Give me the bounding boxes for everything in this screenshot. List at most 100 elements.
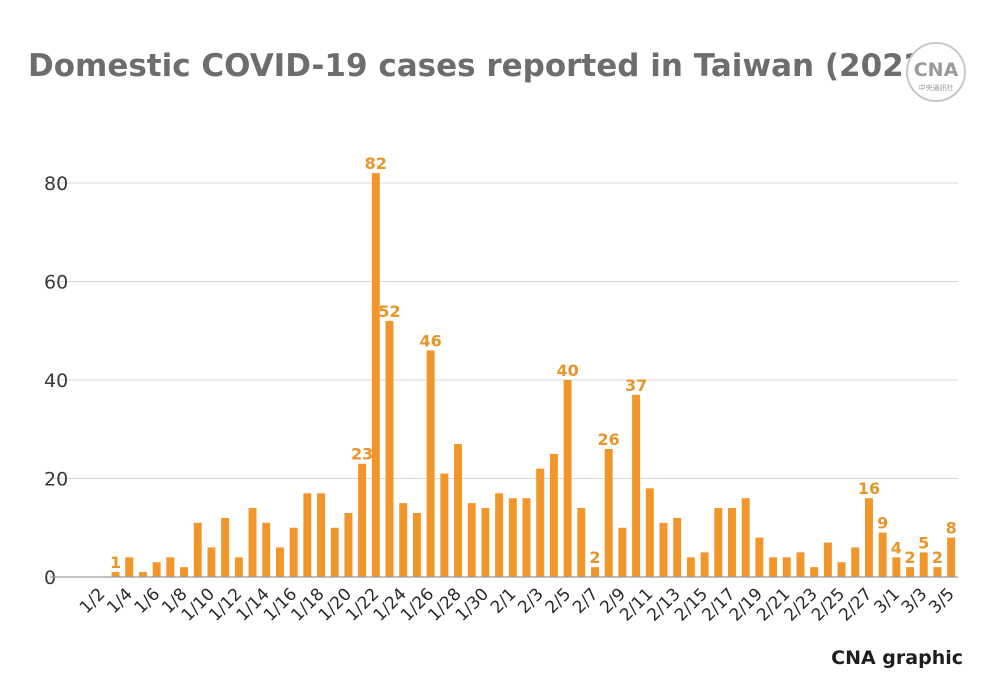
cna-logo-subtitle: 中央通訊社 xyxy=(919,83,954,92)
cna-logo-ring xyxy=(906,42,966,102)
bar-1-18 xyxy=(317,493,325,577)
bar-2-15 xyxy=(700,552,709,577)
bar-1-27 xyxy=(440,473,449,577)
bar-2-14 xyxy=(686,557,695,577)
data-label-3-4: 2 xyxy=(932,548,943,567)
bar-1-9 xyxy=(193,522,202,577)
bar-1-23 xyxy=(385,320,394,577)
x-axis-ticks: 1/21/41/61/81/101/121/141/161/181/201/22… xyxy=(50,576,959,626)
bar-2-22 xyxy=(796,552,805,577)
bar-2-17 xyxy=(728,508,736,577)
bar-1-17 xyxy=(303,493,312,577)
bar-1-20 xyxy=(344,512,353,577)
data-label-3-5: 8 xyxy=(946,519,957,538)
gridlines xyxy=(50,182,958,479)
bars xyxy=(111,173,956,577)
bar-2-6 xyxy=(577,508,586,577)
bar-1-12 xyxy=(234,557,243,577)
bar-1-6 xyxy=(152,562,161,577)
bar-2-20 xyxy=(769,557,778,577)
y-tick-label: 0 xyxy=(44,567,56,589)
y-axis-ticks: 0 20 40 60 80 xyxy=(44,173,68,589)
y-tick-label: 60 xyxy=(44,272,68,294)
data-label-2-5: 40 xyxy=(556,361,578,380)
bar-3-4 xyxy=(933,567,942,577)
bar-1-3 xyxy=(111,572,120,577)
x-tick-label: 3/3 xyxy=(898,584,931,617)
x-tick-label: 3/1 xyxy=(870,584,903,617)
bar-2-27 xyxy=(864,498,873,577)
data-label-1-3: 1 xyxy=(110,553,121,572)
cna-logo-text: CNA xyxy=(914,59,959,81)
bar-1-29 xyxy=(467,503,476,577)
data-label-2-28: 9 xyxy=(877,514,888,533)
data-label-1-23: 52 xyxy=(378,302,400,321)
bar-2-19 xyxy=(755,537,764,577)
data-label-2-8: 26 xyxy=(598,430,620,449)
data-label-3-3: 5 xyxy=(918,533,929,552)
data-label-2-27: 16 xyxy=(858,479,880,498)
bar-1-16 xyxy=(289,527,298,577)
source-credit: CNA graphic xyxy=(831,647,963,669)
y-tick-label: 20 xyxy=(44,469,68,491)
bar-1-26 xyxy=(426,350,435,577)
y-tick-label: 40 xyxy=(44,370,68,392)
bar-1-19 xyxy=(330,527,339,577)
bar-1-14 xyxy=(262,522,271,577)
x-tick-label: 2/5 xyxy=(542,584,575,617)
bar-3-1 xyxy=(892,557,901,577)
x-tick-label: 2/7 xyxy=(569,584,602,617)
x-tick-label: 2/1 xyxy=(487,584,520,617)
x-tick-label: 1/4 xyxy=(103,584,136,617)
bar-3-3 xyxy=(919,552,928,577)
bar-3-5 xyxy=(947,537,956,577)
bar-2-16 xyxy=(714,508,723,577)
bar-2-28 xyxy=(878,532,887,577)
x-tick-label: 1/2 xyxy=(76,584,109,617)
bar-2-10 xyxy=(632,394,641,577)
bar-1-13 xyxy=(248,508,257,577)
bar-1-21 xyxy=(358,463,367,577)
bar-2-3 xyxy=(536,468,545,577)
bar-1-7 xyxy=(166,557,175,577)
bar-1-10 xyxy=(207,547,216,577)
y-tick-label: 80 xyxy=(44,173,68,195)
data-label-1-22: 82 xyxy=(365,154,387,173)
data-label-2-7: 2 xyxy=(589,548,600,567)
data-label-2-10: 37 xyxy=(625,376,647,395)
bar-2-18 xyxy=(741,498,750,577)
bar-2-12 xyxy=(659,522,668,577)
bar-1-30 xyxy=(481,508,490,577)
bar-2-13 xyxy=(673,517,682,577)
bar-2-9 xyxy=(618,527,627,577)
bar-1-28 xyxy=(454,444,462,577)
bar-2-26 xyxy=(851,547,860,577)
x-tick-label: 1/6 xyxy=(131,584,164,617)
bar-2-5 xyxy=(563,380,572,577)
bar-2-4 xyxy=(549,453,558,577)
chart-title: Domestic COVID-19 cases reported in Taiw… xyxy=(28,48,940,84)
bar-2-25 xyxy=(837,562,846,577)
bar-1-11 xyxy=(221,517,230,577)
bar-1-4 xyxy=(125,557,134,577)
bar-1-15 xyxy=(275,547,284,577)
data-label-1-21: 23 xyxy=(351,445,373,464)
bar-1-5 xyxy=(138,572,147,577)
bar-2-1 xyxy=(508,498,517,577)
bar-2-23 xyxy=(810,567,819,577)
bar-1-25 xyxy=(412,512,421,577)
bar-2-21 xyxy=(782,557,791,577)
x-tick-label: 3/5 xyxy=(925,584,958,617)
bar-1-31 xyxy=(495,493,504,577)
data-label-3-2: 2 xyxy=(904,548,915,567)
bar-2-11 xyxy=(645,488,654,577)
bar-2-2 xyxy=(522,498,531,577)
x-tick-label: 2/3 xyxy=(514,584,547,617)
bar-2-8 xyxy=(604,448,613,577)
data-label-1-26: 46 xyxy=(419,331,441,350)
data-label-3-1: 4 xyxy=(891,538,902,557)
cna-logo: CNA 中央通訊社 xyxy=(906,42,966,102)
bar-1-24 xyxy=(399,503,408,577)
